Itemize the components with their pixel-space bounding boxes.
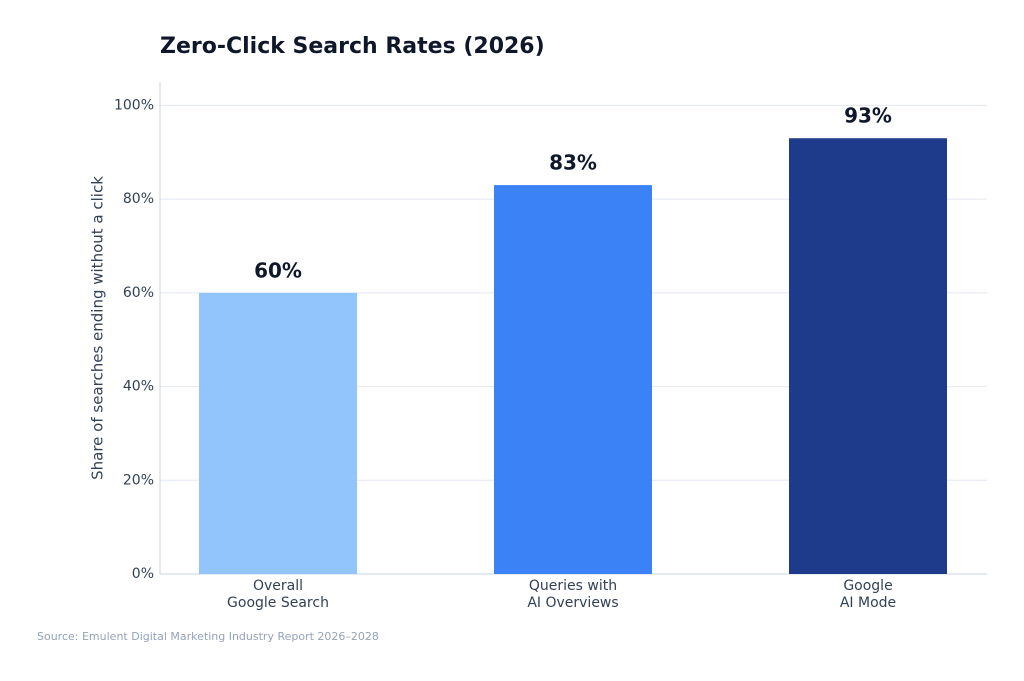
y-axis-label: Share of searches ending without a click <box>89 176 107 480</box>
chart-title: Zero-Click Search Rates (2026) <box>160 34 545 59</box>
bar <box>789 138 947 574</box>
value-label: 60% <box>254 258 302 282</box>
value-label: 83% <box>549 151 597 175</box>
bar <box>199 292 357 574</box>
y-tick-label: 0% <box>132 566 154 582</box>
x-tick-label: Queries with AI Overviews <box>527 578 618 611</box>
y-tick-label: 40% <box>123 379 154 395</box>
bar <box>494 185 652 575</box>
x-tick-label: Overall Google Search <box>227 578 329 611</box>
y-tick-label: 20% <box>123 472 154 488</box>
source-note: Source: Emulent Digital Marketing Indust… <box>37 630 379 643</box>
y-tick-label: 60% <box>123 285 154 301</box>
x-tick-label: Google AI Mode <box>840 578 896 611</box>
y-tick-label: 100% <box>114 97 154 113</box>
value-label: 93% <box>844 104 892 128</box>
y-tick-label: 80% <box>123 191 154 207</box>
